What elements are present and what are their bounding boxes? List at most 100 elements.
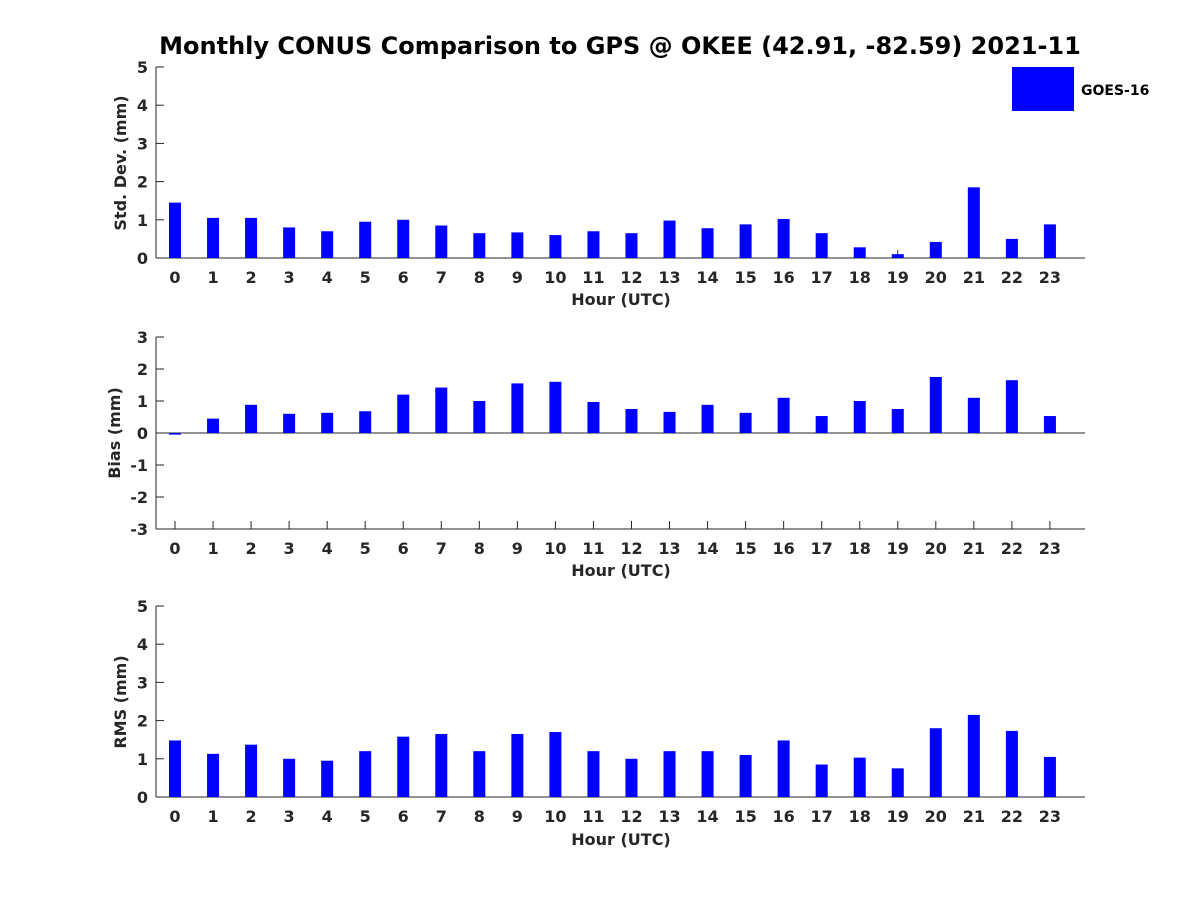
bar-hour-10 [549,732,562,797]
x-tick-label: 20 [925,539,947,558]
bar-hour-7 [435,733,448,797]
bar-hour-22 [1005,730,1018,797]
bar-hour-10 [549,235,562,258]
bar-hour-15 [739,754,752,797]
bar-hour-19 [891,768,904,797]
y-axis-label: Std. Dev. (mm) [111,95,130,230]
x-tick-label: 22 [1001,539,1023,558]
y-tick-label: 3 [137,328,148,347]
bar-hour-21 [967,714,980,797]
bar-hour-9 [511,383,524,433]
bar-hour-17 [815,764,828,797]
y-tick-label: 1 [137,211,148,230]
bar-hour-11 [587,401,600,433]
bar-hour-21 [967,187,980,258]
x-tick-label: 2 [246,268,257,287]
x-tick-label: 19 [887,539,909,558]
x-axis-label: Hour (UTC) [571,830,671,849]
x-tick-label: 7 [436,539,447,558]
x-tick-label: 23 [1039,539,1061,558]
bar-hour-16 [777,219,790,258]
x-tick-label: 11 [582,268,604,287]
y-tick-label: -2 [130,488,148,507]
legend-swatch [1012,67,1074,111]
x-tick-label: 21 [963,539,985,558]
bar-hour-1 [207,418,220,433]
bar-hour-4 [321,231,334,258]
x-tick-label: 8 [474,268,485,287]
x-axis-label: Hour (UTC) [571,561,671,580]
bar-hour-23 [1043,756,1056,797]
x-tick-label: 13 [658,807,680,826]
y-tick-label: 3 [137,134,148,153]
x-tick-label: 1 [207,807,218,826]
bar-hour-7 [435,387,448,433]
x-tick-label: 18 [849,539,871,558]
bar-hour-5 [359,411,372,433]
x-tick-label: 15 [734,807,756,826]
x-tick-label: 17 [811,807,833,826]
bar-hour-4 [321,412,334,433]
bar-hour-17 [815,416,828,433]
bar-hour-20 [929,728,942,797]
bar-hour-12 [625,409,638,433]
y-axis-label: RMS (mm) [111,655,130,748]
bar-hour-16 [777,740,790,797]
x-tick-label: 10 [544,807,566,826]
x-tick-label: 8 [474,539,485,558]
bar-hour-10 [549,381,562,433]
x-tick-label: 11 [582,539,604,558]
x-tick-label: 14 [696,807,718,826]
bar-hour-17 [815,233,828,258]
x-tick-label: 0 [169,268,180,287]
bar-hour-18 [853,247,866,258]
bar-hour-14 [701,751,714,797]
y-tick-label: -3 [130,520,148,539]
x-tick-label: 22 [1001,268,1023,287]
bar-hour-19 [891,409,904,433]
y-tick-label: 1 [137,392,148,411]
bar-hour-19 [891,254,904,258]
x-tick-label: 18 [849,268,871,287]
x-tick-label: 12 [620,539,642,558]
bar-hour-5 [359,751,372,797]
y-tick-label: 5 [137,58,148,77]
x-tick-label: 10 [544,268,566,287]
bar-hour-7 [435,225,448,258]
x-tick-label: 19 [887,807,909,826]
x-tick-label: 9 [512,807,523,826]
bar-hour-6 [397,736,410,797]
bar-hour-2 [245,217,258,258]
bar-hour-13 [663,220,676,258]
legend: GOES-16 [1012,67,1149,111]
bar-hour-16 [777,397,790,433]
x-tick-label: 4 [322,268,333,287]
x-tick-label: 23 [1039,807,1061,826]
y-tick-label: 1 [137,750,148,769]
legend-label: GOES-16 [1081,83,1149,99]
x-tick-label: 7 [436,807,447,826]
x-tick-label: 7 [436,268,447,287]
y-tick-label: 3 [137,673,148,692]
x-tick-label: 23 [1039,268,1061,287]
bar-hour-3 [283,227,296,258]
x-tick-label: 1 [207,268,218,287]
x-tick-label: 3 [284,268,295,287]
bar-hour-0 [169,202,181,258]
bar-hour-9 [511,733,524,797]
bar-hour-15 [739,224,752,258]
x-tick-label: 6 [398,807,409,826]
x-tick-label: 3 [284,539,295,558]
x-tick-label: 12 [620,807,642,826]
y-tick-label: 4 [137,96,148,115]
bar-hour-8 [473,233,486,258]
bar-hour-18 [853,401,866,433]
y-tick-label: 2 [137,173,148,192]
bar-hour-21 [967,397,980,433]
bar-hour-8 [473,751,486,797]
bar-hour-5 [359,221,372,258]
y-tick-label: 2 [137,360,148,379]
